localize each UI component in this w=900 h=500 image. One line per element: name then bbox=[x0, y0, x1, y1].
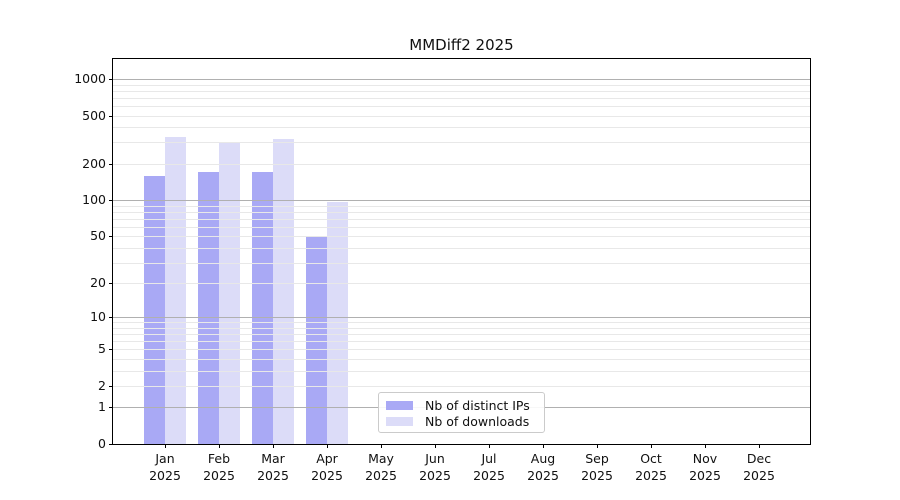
x-tick-label-dec: Dec 2025 bbox=[743, 451, 775, 483]
y-minor-gridline bbox=[113, 327, 810, 329]
y-minor-gridline bbox=[113, 97, 810, 99]
x-tick-mark bbox=[219, 444, 220, 448]
bar-distinct-ips-feb bbox=[198, 172, 219, 444]
x-tick-mark bbox=[165, 444, 166, 448]
y-minor-gridline bbox=[113, 142, 810, 144]
y-major-gridline bbox=[113, 79, 810, 80]
y-tick-mark bbox=[109, 444, 113, 445]
y-major-gridline bbox=[113, 317, 810, 319]
y-major-gridline bbox=[113, 200, 810, 202]
y-minor-gridline bbox=[113, 163, 810, 165]
y-minor-gridline bbox=[113, 205, 810, 207]
y-minor-gridline bbox=[113, 247, 810, 249]
chart-title: MMDiff2 2025 bbox=[409, 36, 514, 54]
legend-label-distinct-ips: Nb of distinct IPs bbox=[425, 397, 530, 413]
y-minor-gridline bbox=[113, 322, 810, 324]
x-tick-label-apr: Apr 2025 bbox=[311, 451, 343, 483]
y-tick-label: 2 bbox=[98, 377, 106, 393]
legend-label-downloads: Nb of downloads bbox=[425, 414, 530, 430]
y-minor-gridline bbox=[113, 218, 810, 220]
x-tick-label-may: May 2025 bbox=[365, 451, 397, 483]
bar-distinct-ips-mar bbox=[252, 172, 273, 444]
y-tick-label: 0 bbox=[98, 436, 106, 451]
x-tick-mark bbox=[759, 444, 760, 448]
y-tick-label: 500 bbox=[82, 107, 106, 123]
bar-distinct-ips-jan bbox=[144, 175, 165, 444]
x-tick-label-nov: Nov 2025 bbox=[689, 451, 721, 483]
y-minor-gridline bbox=[113, 349, 810, 351]
y-minor-gridline bbox=[113, 211, 810, 213]
x-tick-mark bbox=[543, 444, 544, 448]
x-tick-mark bbox=[651, 444, 652, 448]
y-minor-gridline bbox=[113, 385, 810, 387]
x-tick-mark bbox=[489, 444, 490, 448]
y-tick-label: 1 bbox=[98, 399, 106, 415]
x-tick-label-aug: Aug 2025 bbox=[527, 451, 559, 483]
y-tick-mark bbox=[109, 385, 113, 387]
y-tick-mark bbox=[109, 283, 113, 285]
bar-downloads-mar bbox=[273, 139, 294, 444]
y-minor-gridline bbox=[113, 334, 810, 336]
y-minor-gridline bbox=[113, 283, 810, 285]
y-tick-label: 200 bbox=[82, 155, 106, 171]
y-minor-gridline bbox=[113, 127, 810, 129]
bar-downloads-jan bbox=[165, 137, 186, 444]
y-tick-mark bbox=[109, 236, 113, 238]
y-minor-gridline bbox=[113, 262, 810, 264]
bar-distinct-ips-apr bbox=[306, 236, 327, 444]
x-tick-label-jun: Jun 2025 bbox=[419, 451, 451, 483]
legend-item-distinct-ips: Nb of distinct IPs bbox=[379, 397, 544, 414]
y-minor-gridline bbox=[113, 90, 810, 92]
y-tick-mark bbox=[109, 163, 113, 165]
y-minor-gridline bbox=[113, 236, 810, 238]
y-tick-mark bbox=[109, 317, 113, 319]
x-tick-label-mar: Mar 2025 bbox=[257, 451, 289, 483]
y-tick-label: 50 bbox=[90, 228, 106, 244]
legend: Nb of distinct IPs Nb of downloads bbox=[378, 392, 545, 433]
bar-downloads-feb bbox=[219, 143, 240, 444]
y-minor-gridline bbox=[113, 370, 810, 372]
y-minor-gridline bbox=[113, 105, 810, 107]
y-tick-label: 20 bbox=[90, 275, 106, 291]
y-minor-gridline bbox=[113, 226, 810, 228]
y-minor-gridline bbox=[113, 115, 810, 117]
x-tick-label-sep: Sep 2025 bbox=[581, 451, 613, 483]
y-tick-label: 100 bbox=[82, 192, 106, 208]
x-tick-label-feb: Feb 2025 bbox=[203, 451, 235, 483]
y-tick-mark bbox=[109, 407, 113, 409]
y-tick-mark bbox=[109, 349, 113, 351]
y-tick-label: 1000 bbox=[74, 71, 106, 86]
y-tick-mark bbox=[109, 200, 113, 202]
y-minor-gridline bbox=[113, 358, 810, 360]
x-tick-label-jan: Jan 2025 bbox=[149, 451, 181, 483]
x-tick-mark bbox=[327, 444, 328, 448]
y-tick-label: 10 bbox=[90, 309, 106, 325]
legend-item-downloads: Nb of downloads bbox=[379, 414, 544, 431]
x-tick-label-oct: Oct 2025 bbox=[635, 451, 667, 483]
y-tick-mark bbox=[109, 115, 113, 117]
y-minor-gridline bbox=[113, 341, 810, 343]
downloads-swatch-icon bbox=[386, 417, 413, 427]
x-tick-mark bbox=[597, 444, 598, 448]
x-tick-mark bbox=[435, 444, 436, 448]
y-tick-label: 5 bbox=[98, 341, 106, 357]
x-tick-mark bbox=[273, 444, 274, 448]
x-tick-mark bbox=[381, 444, 382, 448]
y-minor-gridline bbox=[113, 84, 810, 86]
plot-area: Nb of distinct IPs Nb of downloads bbox=[112, 58, 811, 445]
x-tick-label-jul: Jul 2025 bbox=[473, 451, 505, 483]
y-tick-mark bbox=[109, 79, 113, 80]
x-tick-mark bbox=[705, 444, 706, 448]
distinct-ips-swatch-icon bbox=[386, 400, 413, 410]
